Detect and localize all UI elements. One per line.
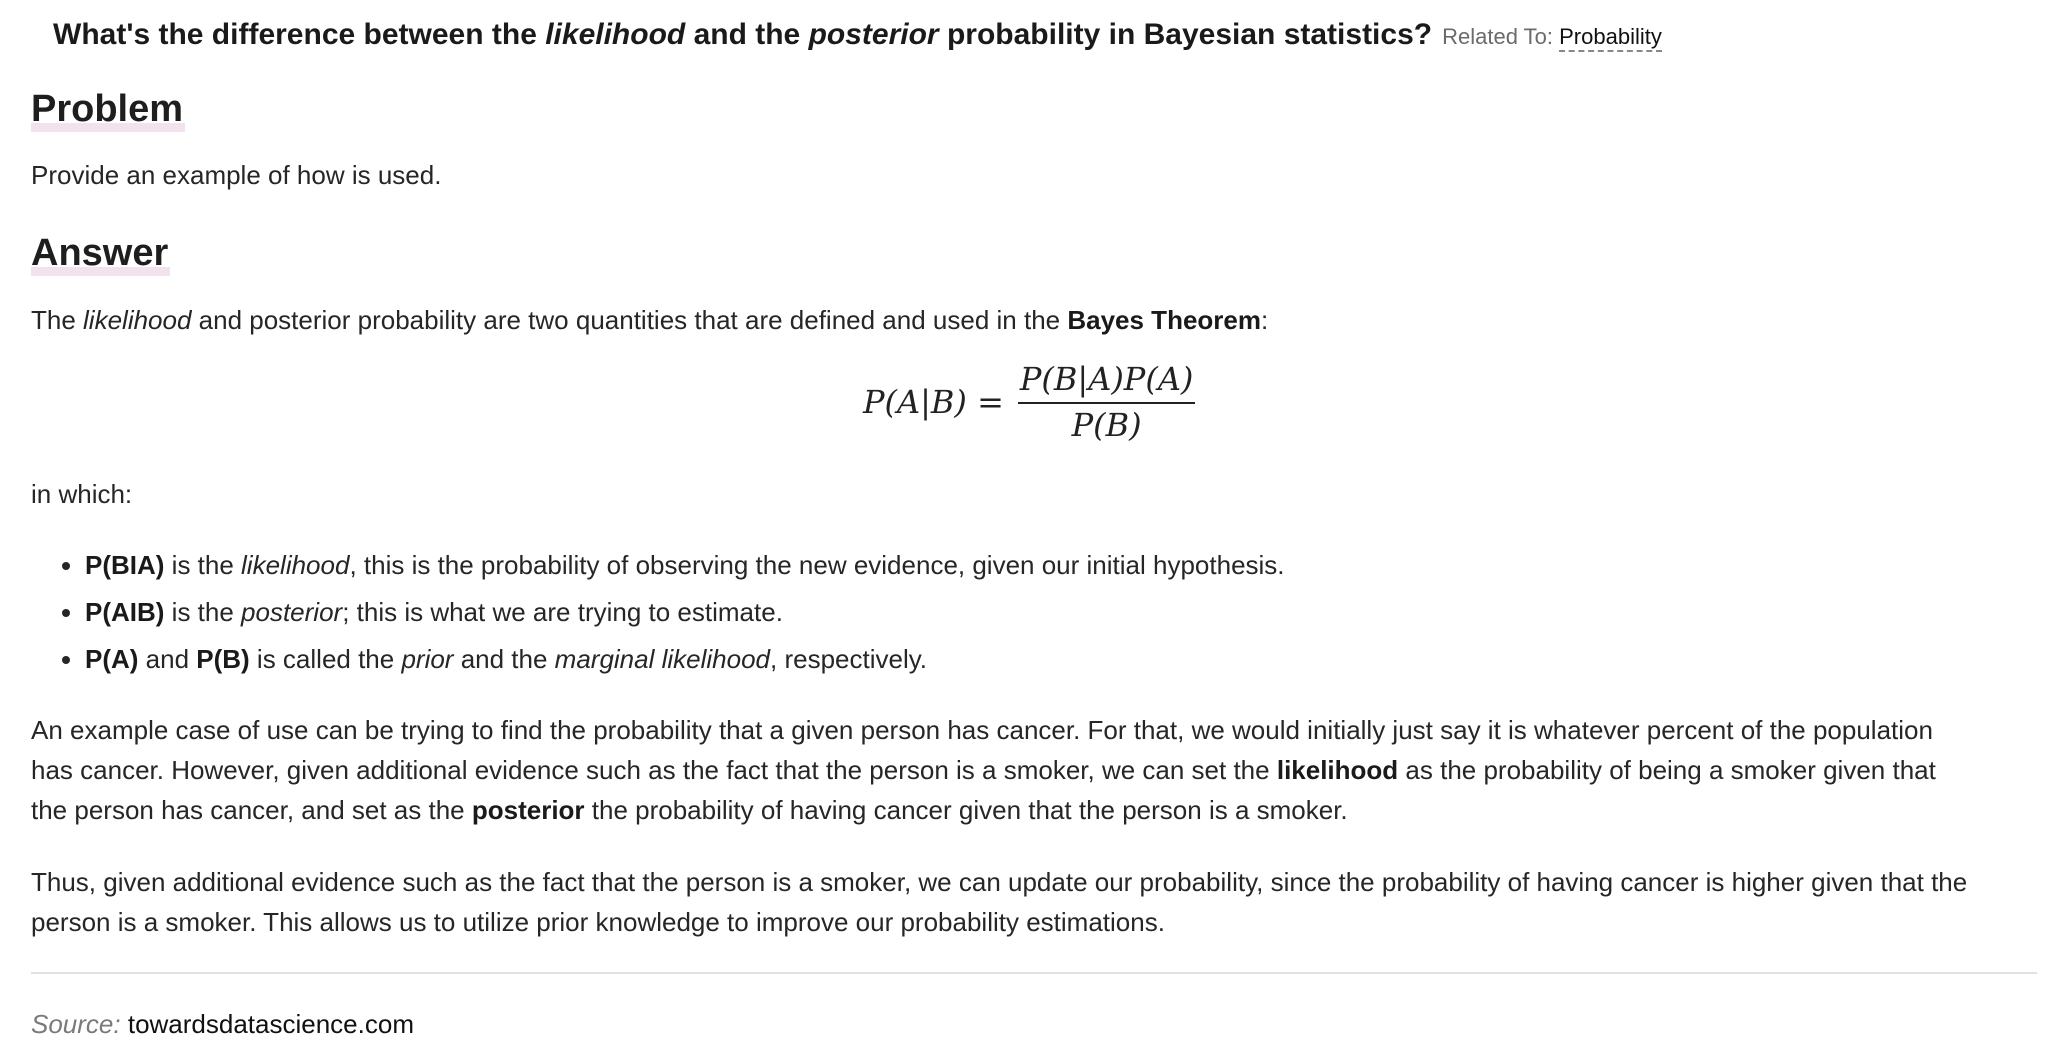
definition-list: P(BIA) is the likelihood, this is the pr… — [31, 542, 1285, 683]
bullet-term: P(AIB) — [85, 597, 165, 627]
bullet-em: marginal likelihood — [554, 644, 771, 674]
bullet-text: , respectively. — [770, 644, 928, 674]
example-line-3: the person has cancer, and set as the — [31, 795, 472, 825]
list-item: P(AIB) is the posterior; this is what we… — [85, 589, 1285, 636]
bullet-em: prior — [401, 644, 454, 674]
answer-heading: Answer — [31, 230, 171, 276]
bullet-em: likelihood — [241, 550, 350, 580]
related-link-probability[interactable]: Probability — [1559, 24, 1662, 52]
bullet-text: and — [138, 644, 197, 674]
intro-text-2: and posterior probability are two quanti… — [191, 305, 1068, 335]
formula-lhs: P(A|B) = — [863, 383, 1004, 421]
divider — [31, 972, 2037, 974]
title-em-likelihood: likelihood — [545, 18, 686, 51]
intro-bold-bayes: Bayes Theorem — [1067, 305, 1261, 335]
intro-text-3: : — [1261, 305, 1269, 335]
answer-intro: The likelihood and posterior probability… — [31, 300, 2037, 340]
formula-denominator: P(B) — [1071, 406, 1142, 444]
conclusion-line-2: person is a smoker. This allows us to ut… — [31, 907, 1165, 937]
intro-em-likelihood: likelihood — [83, 305, 192, 335]
bullet-text: is the — [164, 550, 242, 580]
bullet-term: P(A) — [85, 644, 139, 674]
intro-text-1: The — [31, 305, 84, 335]
problem-text: Provide an example of how is used. — [31, 160, 442, 190]
formula-fraction: P(B|A)P(A) P(B) — [1017, 360, 1196, 444]
example-line-2-end: as the probability of being a smoker giv… — [1398, 755, 1936, 785]
conclusion-paragraph: Thus, given additional evidence such as … — [31, 862, 2037, 942]
bullet-text: , this is the probability of observing t… — [349, 550, 1285, 580]
conclusion-line-1: Thus, given additional evidence such as … — [31, 867, 1968, 897]
bullet-text: ; this is what we are trying to estimate… — [342, 597, 783, 627]
bullet-term: P(B) — [196, 644, 250, 674]
example-line-1: An example case of use can be trying to … — [31, 715, 1933, 745]
source-label: Source: — [31, 1009, 121, 1039]
in-which-text: in which: — [31, 479, 133, 509]
example-paragraph: An example case of use can be trying to … — [31, 710, 2037, 830]
bullet-text: is the — [164, 597, 242, 627]
title-text-1: What's the difference between the — [53, 18, 546, 51]
related-label: Related To: — [1442, 24, 1553, 49]
list-item: P(A) and P(B) is called the prior and th… — [85, 636, 1285, 683]
example-line-2: has cancer. However, given additional ev… — [31, 755, 1277, 785]
source-value: towardsdatascience.com — [127, 1009, 414, 1039]
list-item: P(BIA) is the likelihood, this is the pr… — [85, 542, 1285, 589]
bullet-term: P(BIA) — [85, 550, 165, 580]
title-text-2: and the — [685, 18, 809, 51]
example-bold-posterior: posterior — [471, 795, 585, 825]
title-em-posterior: posterior — [808, 18, 939, 51]
title-text-3: probability in Bayesian statistics? — [938, 18, 1433, 51]
formula-numerator: P(B|A)P(A) — [1017, 360, 1196, 404]
example-line-3-end: the probability of having cancer given t… — [584, 795, 1348, 825]
problem-heading: Problem — [31, 86, 186, 132]
bullet-text: and the — [453, 644, 555, 674]
source-attribution: Source: towardsdatascience.com — [31, 1006, 414, 1042]
bullet-text: is called the — [249, 644, 402, 674]
related-to: Related To: Probability — [1442, 24, 1662, 52]
question-title: What's the difference between the likeli… — [53, 14, 1662, 58]
bayes-formula: P(A|B) = P(B|A)P(A) P(B) — [863, 360, 1196, 444]
example-bold-likelihood: likelihood — [1276, 755, 1399, 785]
bullet-em: posterior — [241, 597, 343, 627]
